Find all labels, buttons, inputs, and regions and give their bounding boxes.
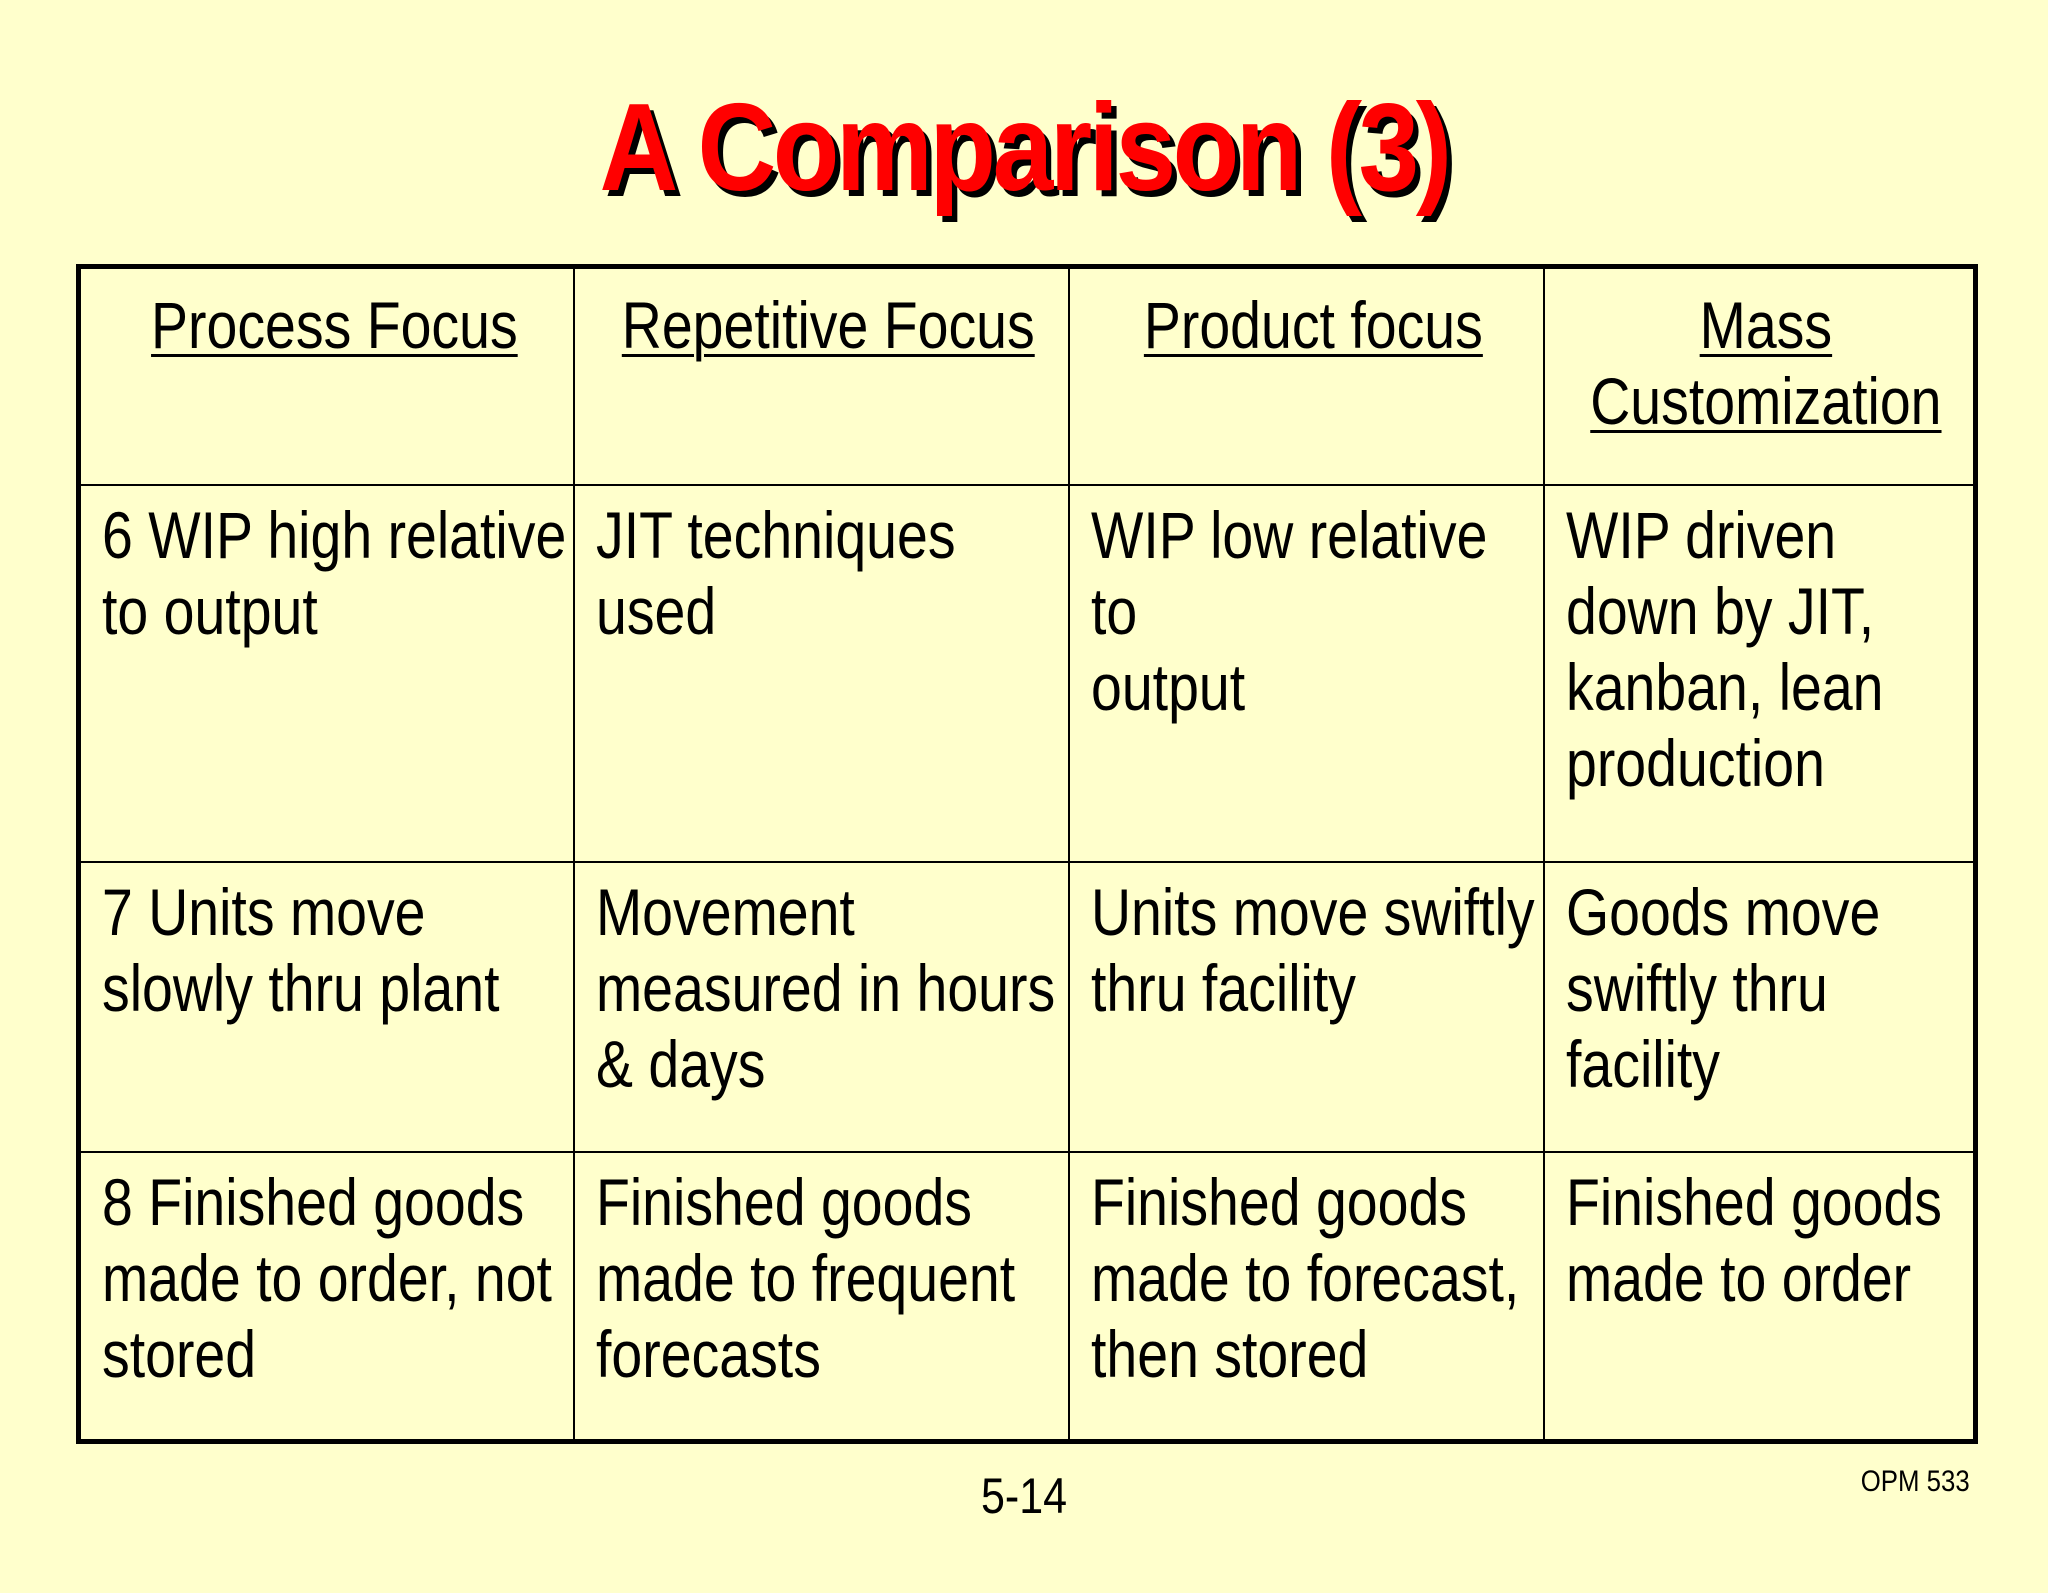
table-row: 6 WIP high relative to output JIT techni… — [77, 483, 1977, 863]
table-cell: WIP driven down by JIT, kanban, lean pro… — [1542, 483, 1977, 863]
header-cell-product-focus: Product focus — [1067, 265, 1545, 486]
header-label: Repetitive Focus — [622, 288, 1035, 362]
cell-text: 7 Units move slowly thru plant — [102, 874, 500, 1025]
cell-text: Units move swiftly thru facility — [1090, 874, 1535, 1025]
table-row: 8 Finished goods made to order, not stor… — [77, 1150, 1977, 1443]
header-cell-repetitive-focus: Repetitive Focus — [572, 265, 1070, 486]
table-cell: Goods move swiftly thru facility — [1542, 860, 1977, 1153]
table-cell: 6 WIP high relative to output — [77, 483, 575, 863]
page-number: 5-14 — [980, 1468, 1068, 1524]
cell-text: Goods move swiftly thru facility — [1565, 874, 1880, 1101]
table-cell: WIP low relative to output — [1067, 483, 1545, 863]
table-cell: Units move swiftly thru facility — [1067, 860, 1545, 1153]
table-cell: 7 Units move slowly thru plant — [77, 860, 575, 1153]
cell-text: Finished goods made to frequent forecast… — [595, 1164, 1015, 1391]
table-cell: 8 Finished goods made to order, not stor… — [77, 1150, 575, 1443]
header-cell-process-focus: Process Focus — [77, 265, 575, 486]
header-label: Mass Customization — [1590, 288, 1942, 438]
table-cell: Finished goods made to frequent forecast… — [572, 1150, 1070, 1443]
cell-text: 6 WIP high relative to output — [102, 497, 567, 648]
table-header-row: Process Focus Repetitive Focus Product f… — [77, 265, 1977, 486]
header-cell-mass-customization: Mass Customization — [1542, 265, 1977, 486]
table-cell: Finished goods made to forecast, then st… — [1067, 1150, 1545, 1443]
cell-text: Movement measured in hours & days — [595, 874, 1055, 1101]
comparison-table: Process Focus Repetitive Focus Product f… — [76, 264, 1978, 1444]
table-cell: Movement measured in hours & days — [572, 860, 1070, 1153]
course-code: OPM 533 — [1861, 1465, 1970, 1498]
header-label: Product focus — [1144, 288, 1483, 362]
cell-text: Finished goods made to forecast, then st… — [1090, 1164, 1519, 1391]
cell-text: WIP driven down by JIT, kanban, lean pro… — [1565, 497, 1884, 800]
cell-text: WIP low relative to output — [1090, 497, 1487, 724]
header-label: Process Focus — [150, 288, 518, 362]
cell-text: JIT techniques used — [595, 497, 956, 648]
table-cell: Finished goods made to order — [1542, 1150, 1977, 1443]
table-row: 7 Units move slowly thru plant Movement … — [77, 860, 1977, 1153]
cell-text: Finished goods made to order — [1565, 1164, 1942, 1315]
slide-title: A Comparison (3) — [599, 79, 1452, 217]
table-cell: JIT techniques used — [572, 483, 1070, 863]
cell-text: 8 Finished goods made to order, not stor… — [102, 1164, 552, 1391]
